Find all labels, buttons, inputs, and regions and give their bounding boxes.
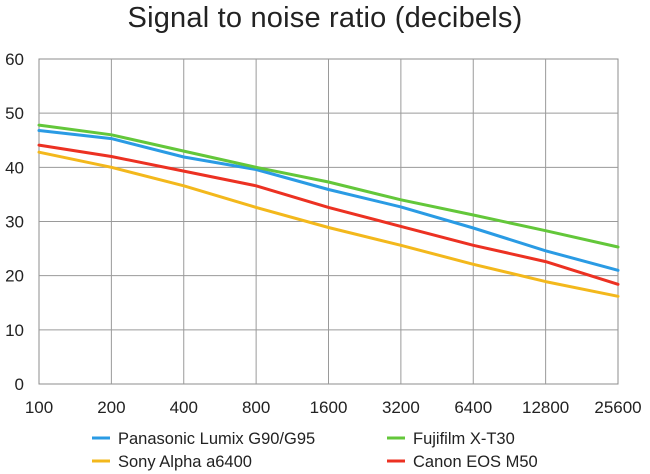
legend-label: Panasonic Lumix G90/G95 xyxy=(118,430,315,448)
x-tick-label: 400 xyxy=(170,398,198,417)
series-line xyxy=(37,150,620,298)
legend-label: Canon EOS M50 xyxy=(413,453,538,471)
y-tick-label: 30 xyxy=(5,213,24,232)
series-lines xyxy=(37,123,620,298)
y-tick-label: 40 xyxy=(5,158,24,177)
x-tick-label: 3200 xyxy=(382,398,420,417)
y-tick-label: 50 xyxy=(5,104,24,123)
y-tick-label: 20 xyxy=(5,267,24,286)
x-axis-ticks: 100 200 400 800 1600 3200 6400 12800 25600 xyxy=(25,398,642,417)
legend-label: Fujifilm X-T30 xyxy=(413,430,515,448)
series-line xyxy=(37,143,620,286)
chart-title: Signal to noise ratio (decibels) xyxy=(127,2,523,34)
series-line xyxy=(37,129,620,272)
y-axis-ticks: 0 10 20 30 40 50 60 xyxy=(5,50,24,394)
x-tick-label: 200 xyxy=(97,398,125,417)
legend: Panasonic Lumix G90/G95 Fujifilm X-T30 Son… xyxy=(92,430,538,471)
x-tick-label: 100 xyxy=(25,398,53,417)
series-line xyxy=(37,123,620,249)
x-tick-label: 6400 xyxy=(454,398,492,417)
gridlines xyxy=(39,59,618,384)
x-tick-label: 1600 xyxy=(310,398,348,417)
legend-label: Sony Alpha a6400 xyxy=(118,453,252,471)
x-tick-label: 800 xyxy=(242,398,270,417)
y-tick-label: 60 xyxy=(5,50,24,69)
x-tick-label: 12800 xyxy=(522,398,569,417)
y-tick-label: 10 xyxy=(5,321,24,340)
x-tick-label: 25600 xyxy=(594,398,641,417)
y-tick-label: 0 xyxy=(15,375,24,394)
